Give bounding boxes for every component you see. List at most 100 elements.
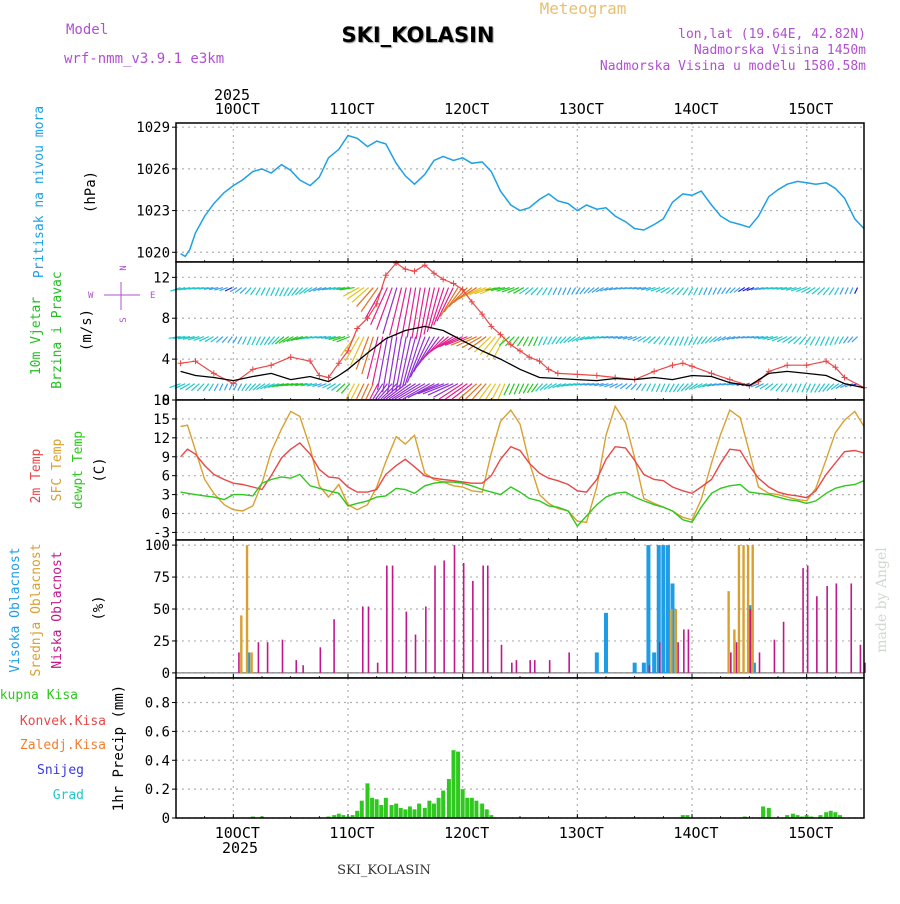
cloud-low-bar: [414, 634, 417, 673]
wind-barb: [801, 287, 811, 293]
wind-barb: [332, 286, 346, 290]
precip-bar: [828, 810, 833, 818]
cloud-low-bar: [295, 660, 298, 673]
wind-barb: [676, 287, 685, 296]
wind-barb: [422, 383, 449, 395]
wind-barb: [692, 336, 699, 346]
wind-barb: [271, 336, 280, 345]
wind-barb: [722, 336, 731, 341]
wind-barb: [847, 336, 854, 344]
wind-barb: [444, 336, 468, 346]
wind-barb: [750, 383, 760, 388]
cloud-low-bar: [302, 665, 304, 673]
wind-barb: [798, 336, 807, 345]
precip-bar: [804, 815, 809, 818]
wind-barb: [503, 383, 511, 396]
cloud-mid-bar: [240, 615, 243, 673]
cloud-low-bar: [281, 639, 284, 673]
wind-barb: [344, 336, 360, 362]
wind-barb: [731, 336, 741, 340]
wind-barb: [725, 287, 732, 294]
wind-barb: [805, 383, 812, 393]
wind-barb: [574, 383, 585, 386]
cloud-low-label: Niska Oblacnost: [50, 551, 65, 668]
gust-marker: [803, 362, 810, 369]
wind-barb: [439, 287, 459, 317]
cloud-low-bar: [529, 660, 531, 673]
wind-barb: [376, 336, 389, 390]
cloud-low-bar: [826, 586, 828, 673]
t2m-label: 2m Temp: [29, 448, 44, 503]
wind-barb: [640, 383, 647, 392]
wind-barb: [806, 287, 816, 294]
wind-barb: [849, 287, 854, 295]
cloud-mid-bar: [742, 545, 745, 673]
wind-barb: [436, 287, 454, 322]
wind-barb: [726, 336, 736, 340]
precip-bar: [480, 803, 485, 818]
wind-barb: [391, 336, 403, 393]
wind-barb: [241, 383, 247, 392]
wind-barb: [485, 286, 501, 291]
y-tick-label: 8: [162, 311, 170, 327]
wind-barb: [417, 383, 445, 395]
wind-barb: [834, 336, 840, 345]
y-tick-label: 1023: [136, 204, 170, 220]
wind-barb: [388, 383, 412, 400]
precip-bar: [833, 812, 838, 818]
cloud-low-bar: [376, 662, 379, 673]
wind-barb: [641, 286, 651, 291]
wind-barb: [351, 287, 370, 303]
precip-bar: [761, 806, 766, 818]
wind-barb: [826, 383, 835, 392]
wind-barb: [298, 287, 308, 295]
precip-bar: [394, 803, 399, 818]
wind-barb: [335, 383, 346, 393]
y-tick-label: 18: [153, 393, 170, 409]
cloud-low-bar: [658, 642, 661, 673]
cloud-high-bar: [652, 652, 657, 673]
wind-barb: [630, 383, 638, 391]
wind-barb: [600, 287, 609, 292]
wind-barb: [547, 336, 553, 345]
wind-barb: [522, 336, 530, 347]
wind-barb: [665, 287, 675, 295]
cloud-low-bar: [482, 565, 484, 673]
wind-barb: [237, 336, 243, 345]
wind-barb: [331, 383, 341, 391]
wind-barb: [461, 336, 482, 349]
wind-barb: [819, 336, 826, 347]
wind-barb: [473, 336, 492, 353]
precip-bar: [436, 797, 441, 818]
gust-marker: [421, 262, 428, 269]
wind-barb: [780, 383, 788, 393]
wind-barb: [519, 287, 529, 295]
gust-marker: [726, 376, 733, 383]
cloud-high-bar: [604, 612, 608, 673]
y-tick-label: 1026: [136, 162, 170, 178]
wind-barb: [518, 383, 525, 395]
wind-barb: [255, 287, 262, 296]
wind-barb: [625, 383, 633, 390]
wind-barb: [575, 336, 586, 342]
wind-barb: [465, 383, 482, 400]
wind-barb: [244, 287, 252, 295]
wind-barb: [458, 383, 478, 400]
wind-barb: [453, 287, 473, 304]
gust-marker: [708, 370, 715, 377]
wind-barb: [829, 336, 835, 346]
gust-marker: [249, 366, 256, 373]
cloud-low-bar: [782, 621, 785, 673]
panel-5: 0 0.2 0.4 0.6 0.8: [145, 677, 865, 827]
wind-barb: [326, 383, 337, 390]
wind-barb: [548, 383, 557, 390]
precip-bar: [403, 809, 408, 818]
gust-marker: [841, 374, 848, 381]
wind-barb: [196, 383, 205, 392]
wind-barb: [300, 383, 313, 387]
wind-barb: [818, 383, 826, 393]
cloud-high-bar: [656, 545, 661, 673]
wind-barb: [522, 383, 530, 394]
x-tick-label-bottom: 12OCT: [444, 824, 489, 842]
